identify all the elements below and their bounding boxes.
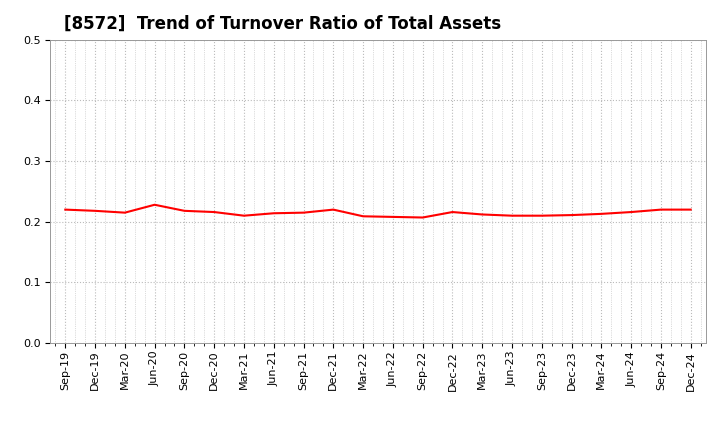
Text: [8572]  Trend of Turnover Ratio of Total Assets: [8572] Trend of Turnover Ratio of Total … [63, 15, 500, 33]
